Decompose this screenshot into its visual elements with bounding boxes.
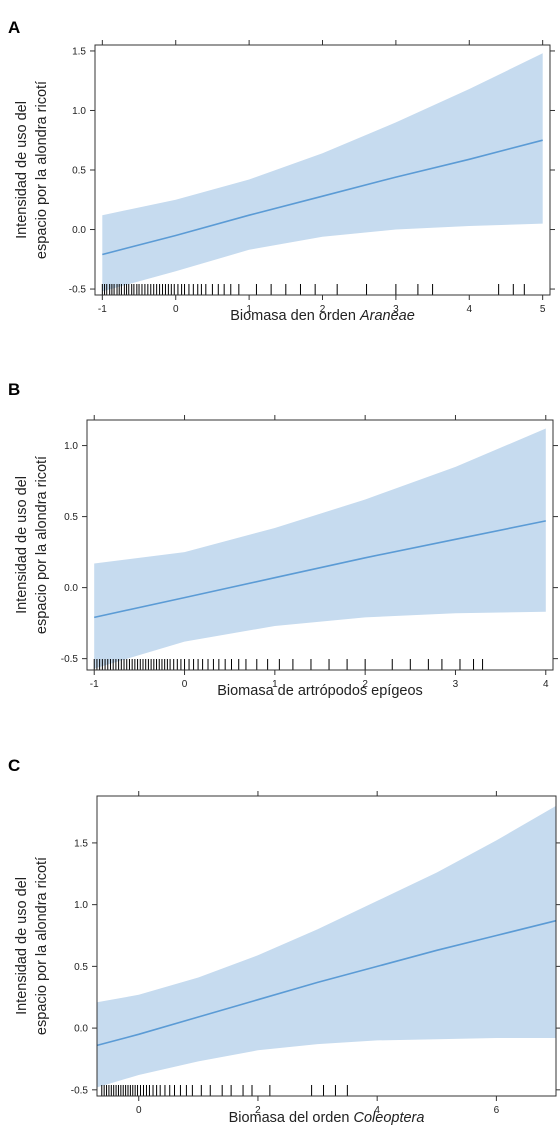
- x-axis-title: Biomasa den orden Araneae: [230, 308, 415, 324]
- x-tick-label: 2: [320, 304, 326, 315]
- fitted-line: [96, 919, 557, 1047]
- chart-b: -1 0 1 2 3 4 -0.5 0.0 0.5 1.0 Biomasa de artrópodo…: [14, 415, 558, 699]
- x-tick-label: 3: [393, 304, 399, 315]
- y-tick-label: 1.5: [72, 46, 86, 57]
- plot-frame: [86, 419, 554, 671]
- x-tick-label: -1: [90, 679, 99, 690]
- x-tick-label: 1: [272, 679, 278, 690]
- x-tick-label: 0: [182, 679, 188, 690]
- y-axis-title: espacio por la alondra ricotí: [34, 857, 50, 1035]
- x-tick-label: 1: [246, 304, 252, 315]
- x-tick-label: 4: [374, 1105, 380, 1116]
- panel-a: A -1 0 1 2 3 4 5 -0.5 0.0 0.5 1.0 1.5 Biomasa den or…: [0, 0, 560, 330]
- panel-letter-c: C: [8, 756, 21, 775]
- y-tick-label: 0.5: [64, 512, 78, 523]
- y-tick-label: 0.0: [72, 225, 86, 236]
- y-tick-label: 0.0: [74, 1024, 88, 1035]
- x-tick-label: 2: [255, 1105, 261, 1116]
- chart-a: -1 0 1 2 3 4 5 -0.5 0.0 0.5 1.0 1.5 Biomasa den orde…: [14, 40, 555, 324]
- x-axis-title: Biomasa del orden Coleoptera: [229, 1110, 425, 1126]
- fitted-line: [102, 139, 543, 256]
- x-tick-label: 3: [453, 679, 459, 690]
- panel-letter-a: A: [8, 18, 21, 37]
- y-axis-title: Intensidad de uso del: [14, 101, 30, 239]
- panel-c: C 0 2 4 6 -0.5 0.0 0.5 1.0 1.5 Biomasa del orden …: [0, 756, 560, 1133]
- y-tick-label: -0.5: [69, 285, 87, 296]
- confidence-band: [97, 805, 556, 1088]
- confidence-band: [102, 53, 543, 292]
- y-tick-label: 0.0: [64, 583, 78, 594]
- x-tick-label: 0: [173, 304, 179, 315]
- plot-frame: [96, 795, 557, 1097]
- x-tick-label: 4: [543, 679, 549, 690]
- y-axis-title: Intensidad de uso del: [14, 877, 30, 1015]
- confidence-band: [94, 428, 546, 669]
- y-axis-title: Intensidad de uso del: [14, 476, 30, 614]
- y-tick-label: -0.5: [71, 1085, 89, 1096]
- y-axis-title: espacio por la alondra ricotí: [34, 456, 50, 634]
- y-tick-label: 0.5: [74, 962, 88, 973]
- fitted-line: [94, 520, 546, 619]
- chart-c: 0 2 4 6 -0.5 0.0 0.5 1.0 1.5 Biomasa del orden Co…: [14, 791, 560, 1126]
- y-tick-label: 0.5: [72, 166, 86, 177]
- panel-b: B -1 0 1 2 3 4 -0.5 0.0 0.5 1.0 Biomasa de artrópo…: [0, 380, 560, 710]
- x-tick-label: 0: [136, 1105, 142, 1116]
- x-tick-label: 4: [466, 304, 472, 315]
- x-tick-label: 6: [494, 1105, 500, 1116]
- y-tick-label: 1.0: [74, 900, 88, 911]
- x-tick-label: 2: [362, 679, 368, 690]
- x-tick-label: 5: [540, 304, 546, 315]
- x-axis-title: Biomasa de artrópodos epígeos: [217, 683, 423, 699]
- y-tick-label: -0.5: [61, 654, 79, 665]
- y-tick-label: 1.0: [72, 106, 86, 117]
- x-tick-label: -1: [98, 304, 107, 315]
- y-tick-label: 1.0: [64, 441, 78, 452]
- panel-letter-b: B: [8, 380, 21, 399]
- y-tick-label: 1.5: [74, 838, 88, 849]
- y-axis-title: espacio por la alondra ricotí: [34, 81, 50, 259]
